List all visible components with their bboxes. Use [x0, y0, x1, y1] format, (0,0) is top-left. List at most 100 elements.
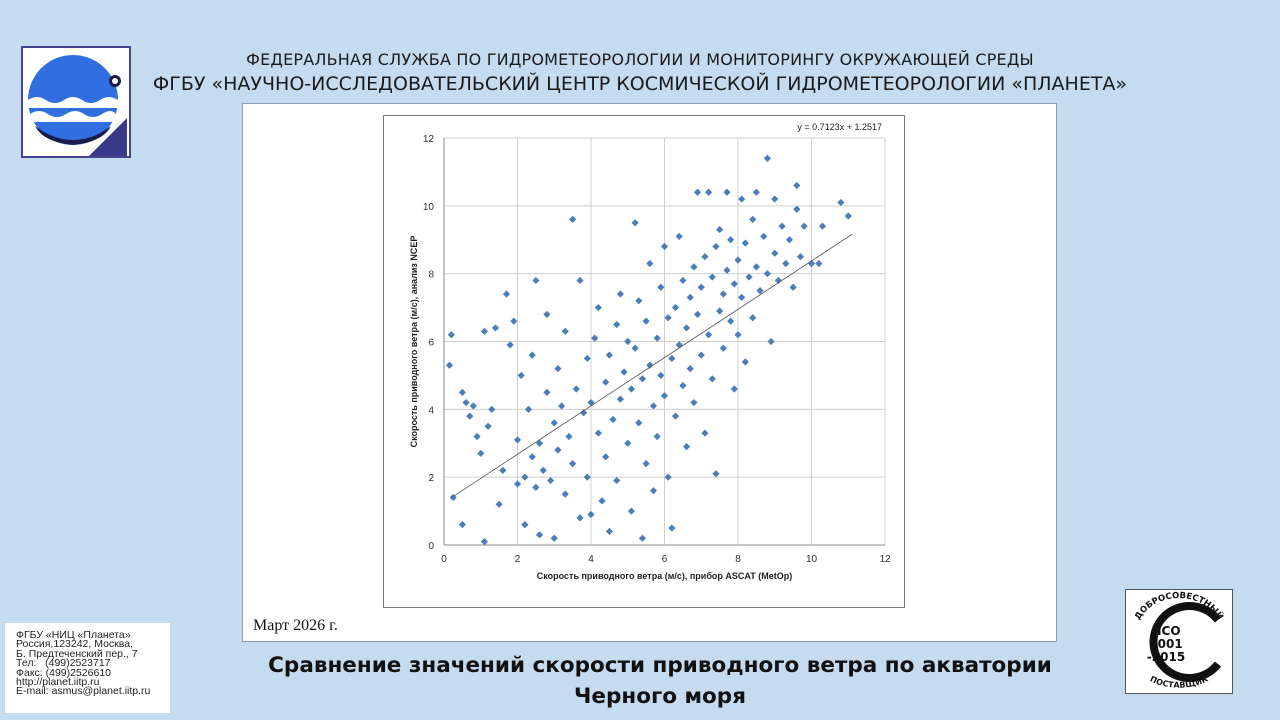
data-point	[576, 276, 584, 285]
data-point	[506, 341, 514, 349]
data-point	[583, 354, 591, 363]
header-agency-line: ФЕДЕРАЛЬНАЯ СЛУЖБА ПО ГИДРОМЕТЕОРОЛОГИИ …	[246, 50, 1034, 69]
data-point	[532, 276, 540, 285]
data-point	[749, 314, 757, 322]
data-point	[660, 392, 669, 400]
contact-line: Б. Предтеченский пер., 7	[16, 647, 138, 660]
data-point	[521, 473, 529, 481]
data-point	[671, 303, 680, 312]
data-point	[682, 324, 691, 332]
y-tick-label: 10	[423, 202, 435, 213]
data-point	[631, 344, 639, 352]
iso-line3: -2015	[1147, 650, 1185, 664]
data-point	[730, 280, 738, 288]
data-point	[767, 337, 775, 346]
data-point	[756, 287, 764, 295]
data-point	[664, 314, 672, 322]
data-point	[605, 527, 613, 536]
data-point	[594, 303, 602, 312]
data-point	[741, 358, 749, 366]
data-point	[679, 381, 687, 390]
data-point	[561, 490, 569, 498]
header-center-line: ФГБУ «НАУЧНО-ИССЛЕДОВАТЕЛЬСКИЙ ЦЕНТР КОС…	[152, 73, 1128, 95]
contact-email[interactable]: E-mail: asmus@planet.iitp.ru	[16, 685, 151, 698]
data-point	[554, 446, 562, 454]
data-point	[818, 222, 827, 230]
data-point	[602, 453, 610, 461]
data-point	[635, 297, 643, 305]
data-point	[675, 232, 683, 240]
data-point	[653, 334, 661, 342]
trendline	[451, 234, 853, 499]
date-label: Март 2026 г.	[253, 617, 338, 634]
data-point	[642, 460, 650, 468]
data-point	[480, 327, 489, 335]
data-point	[697, 351, 705, 359]
data-point	[583, 473, 591, 481]
data-point	[727, 236, 735, 244]
contact-line: Факс: (499)2526610	[16, 666, 112, 679]
data-point	[734, 331, 742, 339]
data-point	[686, 293, 694, 302]
data-point	[513, 436, 522, 444]
data-point	[627, 385, 636, 393]
data-point	[616, 395, 624, 403]
data-point	[712, 470, 720, 478]
data-point	[550, 534, 558, 542]
slide-caption: Сравнение значений скорости приводного в…	[200, 650, 1120, 712]
data-point	[576, 514, 584, 522]
data-point	[671, 412, 680, 420]
data-point	[543, 388, 551, 396]
data-point	[789, 283, 797, 291]
data-point	[796, 253, 805, 261]
data-point	[649, 487, 658, 495]
data-point	[793, 181, 801, 190]
data-point	[638, 375, 647, 383]
data-point	[682, 443, 691, 451]
y-tick-label: 6	[428, 338, 434, 349]
x-tick-label: 12	[879, 554, 891, 565]
data-point	[491, 324, 500, 332]
x-tick-label: 0	[441, 554, 447, 565]
data-point	[613, 476, 621, 485]
contact-website[interactable]: http://planet.iitp.ru	[16, 676, 100, 689]
data-point	[774, 276, 783, 285]
x-tick-label: 10	[806, 554, 818, 565]
y-tick-label: 0	[428, 541, 434, 552]
data-point	[693, 310, 702, 318]
data-point	[591, 334, 599, 342]
chart-panel: 0 2 4 6 8 10 12 0 2 4 6 8 10 12 y = 0.7123x + 1.2517 Ск…	[242, 103, 1057, 642]
data-point	[635, 419, 643, 427]
data-point	[716, 225, 724, 234]
data-point	[572, 385, 580, 393]
data-point	[649, 402, 658, 410]
data-point	[565, 432, 573, 441]
x-tick-label: 8	[735, 554, 741, 565]
data-point	[697, 283, 705, 291]
data-point	[800, 222, 808, 230]
y-tick-label: 12	[423, 134, 435, 145]
data-point	[701, 429, 709, 437]
data-point	[528, 351, 536, 359]
data-point	[638, 534, 647, 542]
data-point	[690, 263, 698, 271]
data-point	[785, 236, 794, 244]
data-point	[741, 239, 749, 247]
data-point	[524, 405, 533, 413]
data-point	[469, 402, 477, 410]
x-tick-label: 2	[515, 554, 521, 565]
data-point	[550, 419, 558, 427]
data-point	[543, 310, 551, 318]
data-point	[844, 212, 852, 220]
data-point	[712, 242, 720, 251]
planeta-logo-icon	[28, 55, 127, 156]
data-point	[458, 388, 466, 396]
data-point	[613, 320, 621, 329]
scatter-chart: 0 2 4 6 8 10 12 0 2 4 6 8 10 12 y = 0.7123x + 1.2517 Ск…	[409, 122, 891, 581]
data-point	[624, 439, 632, 447]
data-point	[495, 500, 503, 508]
data-point	[705, 188, 713, 196]
data-point	[701, 253, 709, 261]
data-point	[752, 188, 760, 196]
data-point	[657, 371, 665, 380]
